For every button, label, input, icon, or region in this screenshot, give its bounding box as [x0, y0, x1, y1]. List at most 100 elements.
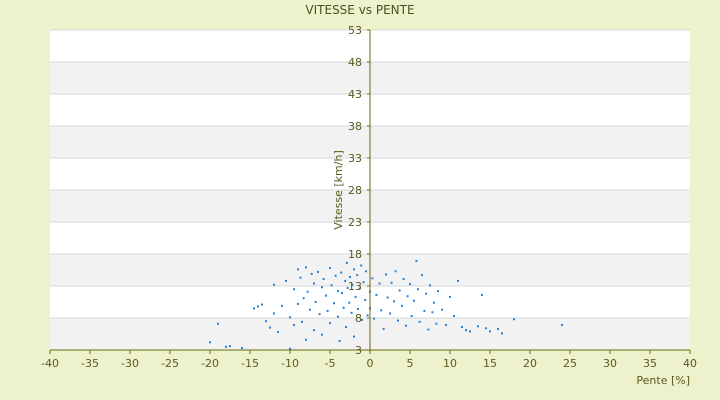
data-point: [357, 308, 359, 311]
data-point: [497, 327, 499, 330]
data-point: [365, 270, 367, 273]
data-point: [362, 281, 365, 284]
x-tick-label: 35: [643, 357, 657, 370]
data-point: [293, 288, 295, 291]
data-point: [431, 311, 434, 314]
data-point: [393, 300, 395, 303]
data-point: [394, 270, 397, 273]
data-point: [389, 312, 391, 315]
data-point: [429, 284, 431, 287]
data-point: [329, 267, 331, 270]
data-point: [481, 293, 483, 296]
data-point: [437, 290, 439, 293]
data-point: [209, 341, 211, 344]
data-point: [322, 277, 325, 280]
data-point: [378, 282, 381, 285]
axes: [49, 29, 691, 354]
data-point: [273, 312, 275, 315]
data-point: [340, 271, 343, 274]
data-point: [457, 279, 459, 282]
data-point: [477, 325, 479, 328]
data-point: [358, 287, 361, 290]
data-point: [397, 319, 399, 322]
data-point: [351, 283, 354, 286]
y-tick-label: 23: [348, 216, 362, 229]
y-tick-label: 13: [348, 280, 362, 293]
data-point: [390, 281, 393, 284]
data-points: [209, 260, 563, 350]
data-point: [345, 325, 347, 328]
y-tick-label: 48: [348, 56, 362, 69]
data-point: [485, 327, 487, 330]
data-point: [417, 288, 419, 291]
x-tick-label: -40: [41, 357, 59, 370]
data-point: [305, 266, 307, 269]
data-point: [418, 320, 421, 323]
data-point: [317, 270, 319, 273]
data-point: [356, 274, 359, 277]
data-point: [421, 274, 423, 277]
data-point: [344, 279, 347, 282]
data-point: [406, 295, 409, 298]
x-tick-label: -10: [281, 357, 299, 370]
y-tick-label: 3: [355, 344, 362, 357]
data-point: [453, 315, 455, 318]
x-tick-label: 5: [407, 357, 414, 370]
data-point: [433, 301, 435, 304]
data-point: [435, 322, 438, 325]
data-point: [385, 273, 387, 276]
data-point: [361, 318, 363, 321]
y-tick-label: 53: [348, 24, 362, 37]
data-point: [217, 322, 219, 325]
x-tick-label: -15: [241, 357, 259, 370]
data-point: [373, 317, 375, 320]
data-point: [289, 316, 291, 319]
data-point: [441, 308, 443, 311]
data-point: [337, 315, 339, 318]
data-point: [273, 283, 275, 286]
data-point: [360, 264, 363, 267]
data-point: [345, 261, 348, 264]
data-point: [330, 284, 333, 287]
x-tick-label: -35: [81, 357, 99, 370]
data-point: [301, 320, 303, 323]
data-point: [313, 329, 315, 332]
x-tick-labels: -40 -35 -30 -25 -20 -15 -10 -5 0 5 10 15 20 25 30 35 40: [41, 357, 697, 370]
x-tick-label: 10: [443, 357, 457, 370]
data-point: [402, 277, 405, 280]
data-point: [346, 286, 349, 289]
data-point: [386, 296, 389, 299]
data-point: [449, 295, 451, 298]
data-point: [305, 338, 307, 341]
x-tick-label: -20: [201, 357, 219, 370]
data-point: [277, 331, 279, 334]
data-point: [375, 293, 378, 296]
y-tick-label: 8: [355, 312, 362, 325]
x-tick-label: 15: [483, 357, 497, 370]
data-point: [321, 333, 323, 336]
data-point: [321, 286, 323, 289]
data-point: [299, 276, 302, 279]
data-point: [415, 260, 418, 263]
y-tick-label: 43: [348, 88, 362, 101]
x-tick-label: 0: [367, 357, 374, 370]
data-point: [313, 282, 315, 285]
data-point: [398, 289, 401, 292]
data-point: [364, 299, 367, 302]
data-point: [337, 290, 339, 293]
data-point: [371, 277, 374, 280]
data-point: [261, 303, 263, 306]
data-point: [297, 268, 299, 271]
data-point: [427, 328, 430, 331]
data-point: [423, 309, 426, 312]
data-point: [265, 320, 267, 323]
data-point: [257, 305, 259, 308]
data-point: [314, 301, 317, 303]
data-point: [341, 292, 343, 295]
x-tick-label: -30: [121, 357, 139, 370]
data-point: [306, 290, 309, 293]
y-tick-label: 33: [348, 152, 362, 165]
